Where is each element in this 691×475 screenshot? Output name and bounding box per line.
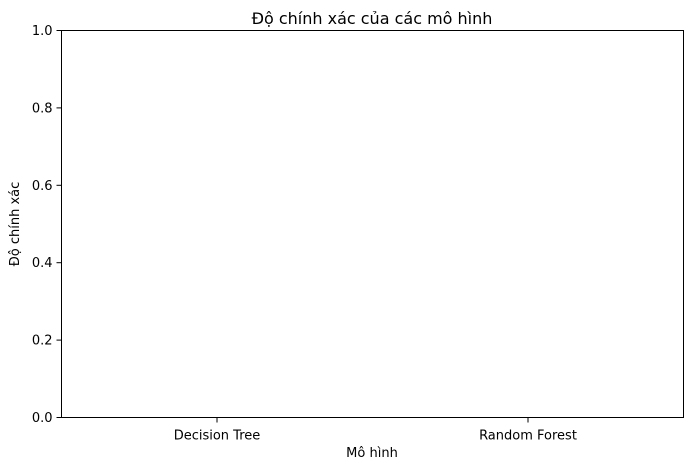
plot-area-frame bbox=[61, 30, 684, 418]
y-tick-label: 0.8 bbox=[32, 101, 53, 116]
y-tick-label: 0.2 bbox=[32, 334, 53, 349]
y-tick-label: 0.6 bbox=[32, 179, 53, 194]
y-tick-label: 1.0 bbox=[32, 24, 53, 39]
y-tick-label: 0.0 bbox=[32, 411, 53, 426]
x-tick-label: Decision Tree bbox=[174, 429, 261, 444]
y-axis: 0.0 0.2 0.4 0.6 0.8 1.0 bbox=[32, 24, 62, 426]
x-axis-label: Mô hình bbox=[346, 446, 398, 461]
y-axis-label: Độ chính xác bbox=[8, 182, 23, 267]
x-tick-label: Random Forest bbox=[479, 429, 577, 444]
y-tick-label: 0.4 bbox=[32, 256, 53, 271]
chart-title: Độ chính xác của các mô hình bbox=[252, 9, 493, 28]
x-axis: Decision Tree Random Forest bbox=[174, 417, 577, 444]
